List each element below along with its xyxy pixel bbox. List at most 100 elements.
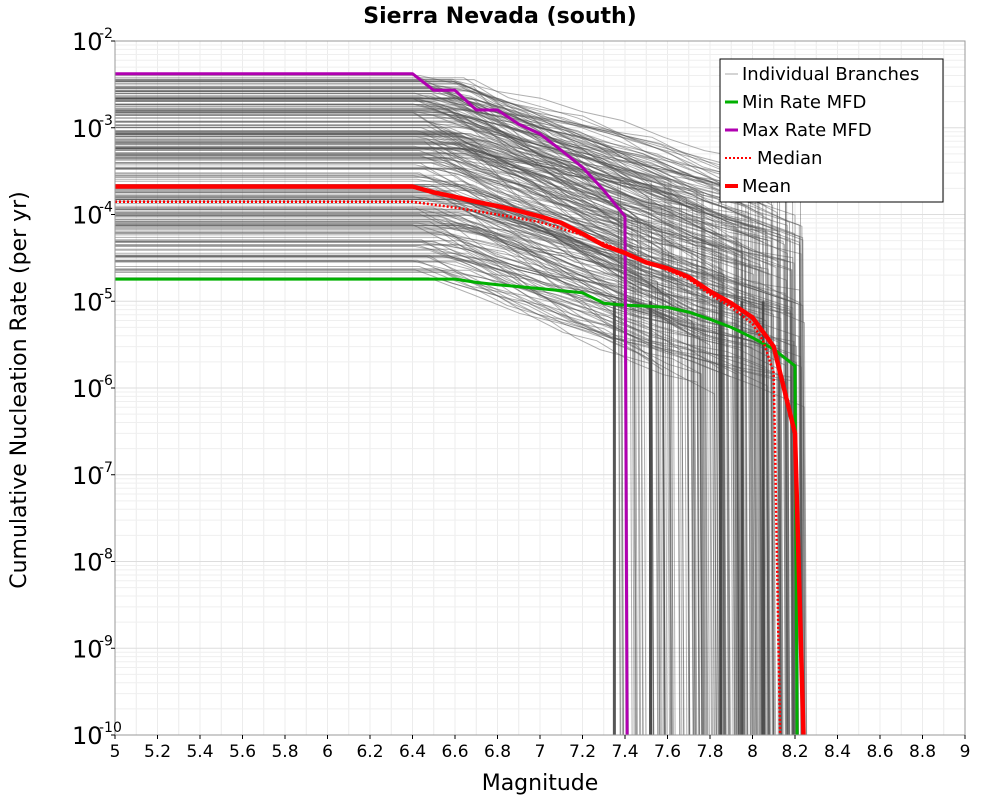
branch-line <box>115 125 770 736</box>
branch-line <box>115 167 724 736</box>
branch-line <box>115 220 695 736</box>
branch-line <box>115 236 758 736</box>
branch-line <box>115 226 808 736</box>
branch-line <box>115 120 806 736</box>
branch-line <box>115 114 781 736</box>
series-line-median <box>115 200 782 736</box>
branch-line <box>115 157 730 736</box>
branch-line <box>115 147 797 736</box>
branch-line <box>115 124 629 736</box>
branch-line <box>115 104 641 736</box>
branch-line <box>115 168 788 736</box>
branch-line <box>115 99 623 736</box>
branch-line <box>115 117 701 736</box>
branch-line <box>115 100 690 736</box>
x-tick-label: 7.4 <box>611 742 638 762</box>
branch-line <box>115 149 727 736</box>
branch-line <box>115 198 663 736</box>
branch-line <box>115 162 771 736</box>
branch-line <box>115 142 746 736</box>
branch-line <box>115 133 782 736</box>
branch-line <box>115 162 765 736</box>
branch-line <box>115 184 726 736</box>
x-tick-label: 8.6 <box>866 742 893 762</box>
branch-line <box>115 197 783 736</box>
x-tick-label: 8.2 <box>781 742 808 762</box>
x-tick-label: 5 <box>110 742 121 762</box>
branch-line <box>115 203 740 736</box>
x-tick-label: 6.2 <box>356 742 383 762</box>
x-tick-label: 9 <box>960 742 971 762</box>
y-tick-exponent: -3 <box>99 113 113 129</box>
y-tick-label: 10 <box>72 288 103 316</box>
branch-line <box>115 87 696 736</box>
branch-line <box>115 117 635 736</box>
branch-line <box>115 220 709 736</box>
branch-line <box>115 212 740 736</box>
branch-line <box>115 222 703 736</box>
branch-line <box>115 228 673 736</box>
branch-line <box>115 83 741 736</box>
y-tick-label: 10 <box>72 462 103 490</box>
branch-line <box>115 241 782 736</box>
branch-line <box>115 198 754 736</box>
x-tick-label: 7 <box>535 742 546 762</box>
branch-line <box>115 252 662 736</box>
branch-line <box>115 138 737 736</box>
branch-line <box>115 195 659 736</box>
branch-line <box>115 229 653 736</box>
branch-line <box>115 254 770 736</box>
branch-line <box>115 256 666 736</box>
branch-line <box>115 224 731 736</box>
branch-line <box>115 213 703 736</box>
branch-line <box>115 277 794 736</box>
branch-line <box>115 196 757 736</box>
branch-line <box>115 133 790 736</box>
branch-line <box>115 218 784 736</box>
branch-line <box>115 154 740 736</box>
branch-line <box>115 148 748 736</box>
branch-line <box>115 130 666 736</box>
branch-line <box>115 110 805 736</box>
branch-line <box>115 140 779 736</box>
y-axis-label: Cumulative Nucleation Rate (per yr) <box>7 191 32 589</box>
y-tick-label: 10 <box>72 115 103 143</box>
branch-line <box>115 207 793 736</box>
branch-line <box>115 95 707 736</box>
branch-line <box>115 201 719 736</box>
x-tick-label: 6.4 <box>399 742 426 762</box>
branch-line <box>115 167 666 736</box>
branch-line <box>115 127 624 736</box>
branch-line <box>115 98 747 736</box>
branch-line <box>115 192 661 736</box>
branch-line <box>115 148 727 736</box>
x-tick-label: 6.8 <box>484 742 511 762</box>
branch-line <box>115 150 722 736</box>
branch-line <box>115 209 794 736</box>
branch-line <box>115 147 784 736</box>
branch-line <box>115 224 720 736</box>
branch-line <box>115 106 624 736</box>
y-tick-label: 10 <box>72 635 103 663</box>
branch-line <box>115 221 770 736</box>
branch-line <box>115 97 744 736</box>
branch-line <box>115 157 790 736</box>
branch-line <box>115 173 787 736</box>
branch-line <box>115 139 722 736</box>
branch-line <box>115 178 757 736</box>
branch-line <box>115 131 763 736</box>
branch-line <box>115 184 804 736</box>
branch-line <box>115 269 789 736</box>
branch-line <box>115 239 666 736</box>
branch-line <box>115 111 755 736</box>
legend-box <box>719 58 944 203</box>
x-tick-label: 5.2 <box>144 742 171 762</box>
branch-line <box>115 189 647 736</box>
branch-line <box>115 91 729 736</box>
branch-line <box>115 97 751 736</box>
branch-line <box>115 87 757 736</box>
legend-label-max-rate: Max Rate MFD <box>742 120 872 141</box>
branch-line <box>115 135 766 736</box>
summary-series <box>115 72 806 736</box>
